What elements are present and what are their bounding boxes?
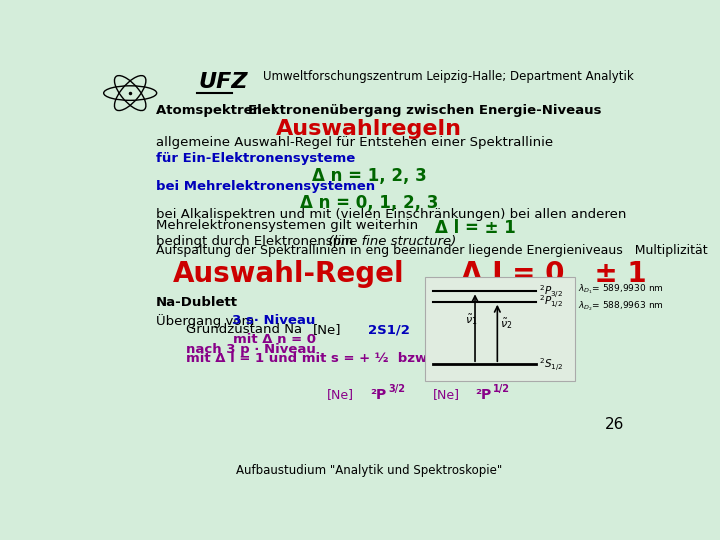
Text: ²P: ²P bbox=[370, 388, 387, 402]
Text: Δ J = 0,  ± 1: Δ J = 0, ± 1 bbox=[461, 260, 647, 288]
FancyBboxPatch shape bbox=[425, 277, 575, 381]
Text: $\tilde{\nu}_2$: $\tilde{\nu}_2$ bbox=[500, 316, 513, 331]
Text: $^2S_{1/2}$: $^2S_{1/2}$ bbox=[539, 356, 564, 373]
Text: Umweltforschungszentrum Leipzig-Halle; Department Analytik: Umweltforschungszentrum Leipzig-Halle; D… bbox=[263, 70, 634, 83]
Text: (line fine structure): (line fine structure) bbox=[320, 235, 456, 248]
Text: Elektronenübergang zwischen Energie-Niveaus: Elektronenübergang zwischen Energie-Nive… bbox=[248, 104, 601, 117]
Text: 3/2: 3/2 bbox=[389, 384, 405, 394]
Text: Auswahl-Regel: Auswahl-Regel bbox=[173, 260, 404, 288]
Text: Mehrelektronensystemen gilt weiterhin: Mehrelektronensystemen gilt weiterhin bbox=[156, 219, 418, 232]
Text: Atomspektren  :: Atomspektren : bbox=[156, 104, 276, 117]
Text: bedingt durch Elektronenspin: bedingt durch Elektronenspin bbox=[156, 235, 354, 248]
Text: Übergang vom: Übergang vom bbox=[156, 314, 258, 328]
Text: Na-Dublett: Na-Dublett bbox=[156, 295, 238, 308]
Text: Aufbaustudium "Analytik und Spektroskopie": Aufbaustudium "Analytik und Spektroskopi… bbox=[236, 464, 502, 477]
Text: $^2P_{1/2}$: $^2P_{1/2}$ bbox=[539, 293, 563, 310]
Text: 3 s· Niveau: 3 s· Niveau bbox=[233, 314, 315, 327]
Text: ²P: ²P bbox=[475, 388, 491, 402]
Text: mit Δ l = 1 und mit s = + ½  bzw.  s = - ½: mit Δ l = 1 und mit s = + ½ bzw. s = - ½ bbox=[186, 352, 493, 365]
Text: bei Mehrelektronensystemen: bei Mehrelektronensystemen bbox=[156, 180, 375, 193]
Text: $\tilde{\nu}_1$: $\tilde{\nu}_1$ bbox=[465, 312, 477, 327]
Text: nach 3 p · Niveau: nach 3 p · Niveau bbox=[186, 342, 316, 355]
Text: Δ n = 0, 1, 2, 3: Δ n = 0, 1, 2, 3 bbox=[300, 194, 438, 212]
Text: [Ne]: [Ne] bbox=[327, 388, 354, 401]
Text: mit Δ n = 0: mit Δ n = 0 bbox=[233, 333, 316, 346]
Text: Aufspaltung der Spektrallinien in eng beeinander liegende Energieniveaus   Multi: Aufspaltung der Spektrallinien in eng be… bbox=[156, 245, 708, 258]
Text: $^2P_{3/2}$: $^2P_{3/2}$ bbox=[539, 283, 563, 300]
Text: Grundzustand Na: Grundzustand Na bbox=[186, 323, 302, 336]
Text: bei Alkalispektren und mit (vielen Einschränkungen) bei allen anderen: bei Alkalispektren und mit (vielen Einsc… bbox=[156, 208, 626, 221]
Text: $\lambda_{D_2}$= 588,9963 nm: $\lambda_{D_2}$= 588,9963 nm bbox=[578, 299, 664, 313]
Text: Δ n = 1, 2, 3: Δ n = 1, 2, 3 bbox=[312, 167, 426, 185]
Text: 26: 26 bbox=[605, 417, 624, 433]
Text: [Ne]: [Ne] bbox=[313, 323, 342, 336]
Text: Auswahlregeln: Auswahlregeln bbox=[276, 119, 462, 139]
Text: UFZ: UFZ bbox=[199, 72, 248, 92]
Text: 1/2: 1/2 bbox=[493, 384, 510, 394]
Text: Δ l = ± 1: Δ l = ± 1 bbox=[435, 219, 516, 237]
Text: für Ein-Elektronensysteme: für Ein-Elektronensysteme bbox=[156, 152, 355, 165]
Text: $\lambda_{D_1}$= 589,9930 nm: $\lambda_{D_1}$= 589,9930 nm bbox=[578, 282, 664, 296]
Text: 2S1/2: 2S1/2 bbox=[368, 323, 410, 336]
Text: [Ne]: [Ne] bbox=[433, 388, 459, 401]
Text: allgemeine Auswahl-Regel für Entstehen einer Spektrallinie: allgemeine Auswahl-Regel für Entstehen e… bbox=[156, 136, 553, 150]
